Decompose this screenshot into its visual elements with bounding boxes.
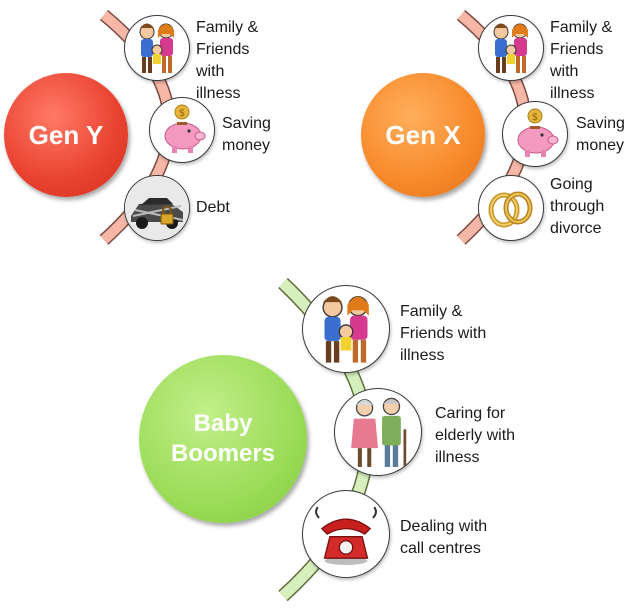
baby-boomers-family-label: Family & Friends with illness <box>400 303 487 364</box>
svg-text:$: $ <box>532 112 538 123</box>
gen-x-title: Gen X <box>385 119 461 150</box>
baby-boomers-call-centres-label: Dealing with call centres <box>400 518 488 557</box>
gen-x-wedding-rings-icon <box>478 175 544 241</box>
gen-y-title: Gen Y <box>28 119 104 150</box>
gen-y-circle: Gen Y <box>4 73 128 197</box>
baby-boomers-elderly-couple-icon <box>334 388 422 476</box>
svg-text:$: $ <box>179 108 185 119</box>
gen-y-family-icon <box>124 15 190 81</box>
gen-x-family-label: Family & Friends with illness <box>550 19 613 102</box>
baby-boomers-elderly-label: Caring for elderly with illness <box>435 405 516 466</box>
gen-x-circle: Gen X <box>361 73 485 197</box>
baby-boomers-circle: Baby Boomers <box>139 355 307 523</box>
gen-y-piggy-bank-icon: $ <box>149 97 215 163</box>
gen-x-piggy-bank-icon: $ <box>502 101 568 167</box>
gen-y-family-label: Family & Friends with illness <box>196 19 259 102</box>
baby-boomers-family-icon <box>302 285 390 373</box>
gen-y-debt-label: Debt <box>196 199 230 216</box>
gen-y-locked-car-icon <box>124 175 190 241</box>
baby-boomers-title: Baby Boomers <box>170 410 276 467</box>
gen-x-family-icon <box>478 15 544 81</box>
baby-boomers-telephone-icon <box>302 490 390 578</box>
gen-x-divorce-label: Going through divorce <box>550 176 605 237</box>
gen-y-saving-label: Saving money <box>222 115 271 154</box>
gen-x-saving-label: Saving money <box>576 115 625 154</box>
